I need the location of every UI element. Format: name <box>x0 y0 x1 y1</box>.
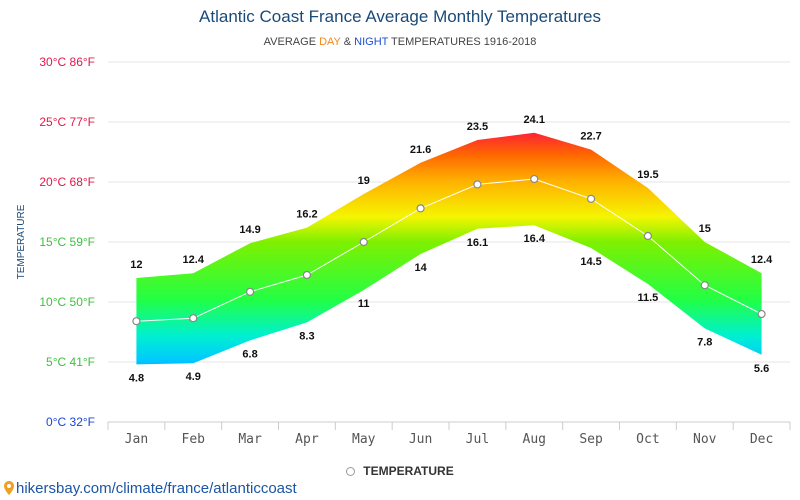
subtitle-middle: & <box>340 36 355 48</box>
location-pin-icon <box>4 481 14 495</box>
legend-label: TEMPERATURE <box>363 464 454 478</box>
average-point[interactable] <box>586 194 596 203</box>
average-point[interactable] <box>132 317 141 326</box>
chart-title: Atlantic Coast France Average Monthly Te… <box>199 7 601 26</box>
high-value-label: 21.6 <box>410 144 431 156</box>
low-value-label: 11.5 <box>638 292 659 304</box>
average-point[interactable] <box>245 287 255 296</box>
x-tick-label: May <box>352 432 376 447</box>
x-tick-label: Mar <box>238 432 262 447</box>
high-value-label: 15 <box>699 223 711 235</box>
x-tick-label: Jul <box>466 432 489 447</box>
x-tick-label: Aug <box>523 432 546 447</box>
high-value-label: 14.9 <box>239 224 260 236</box>
subtitle-suffix: TEMPERATURES 1916-2018 <box>388 36 537 48</box>
footer-url[interactable]: hikersbay.com/climate/france/atlanticcoa… <box>16 480 297 497</box>
high-value-label: 12.4 <box>751 254 773 266</box>
y-axis-ticks: 0°C 32°F 5°C 41°F 10°C 50°F 15°C 59°F 20°C 6… <box>39 55 95 429</box>
low-value-label: 14.5 <box>580 256 601 268</box>
low-value-label: 5.6 <box>754 363 769 375</box>
x-tick-label: Sep <box>579 432 603 447</box>
subtitle-prefix: AVERAGE <box>263 36 320 48</box>
low-value-label: 16.1 <box>467 237 488 249</box>
high-value-label: 19 <box>358 175 370 187</box>
y-tick-label: 30°C 86°F <box>39 55 95 69</box>
y-axis-label: TEMPERATURE <box>16 204 27 279</box>
average-point[interactable] <box>473 180 482 189</box>
x-tick-label: Feb <box>182 432 206 447</box>
y-tick-label: 20°C 68°F <box>39 175 95 189</box>
x-tick-label: Nov <box>693 432 717 447</box>
high-value-label: 12 <box>130 259 142 271</box>
average-point[interactable] <box>302 270 312 280</box>
temperature-range-band <box>136 132 762 365</box>
average-temperature-line <box>136 178 762 322</box>
high-value-labels: 12 12.4 14.9 16.2 19 21.6 23.5 24.1 22.7 19.5 15 12… <box>130 114 773 271</box>
legend-marker-icon <box>346 467 356 476</box>
x-tick-label: Oct <box>636 432 659 447</box>
high-value-label: 23.5 <box>467 121 488 133</box>
average-point[interactable] <box>757 309 766 319</box>
chart-legend[interactable]: TEMPERATURE <box>0 464 800 478</box>
average-point[interactable] <box>643 231 653 241</box>
x-tick-label: Jan <box>125 432 148 447</box>
low-value-label: 14 <box>414 262 427 274</box>
x-tick-label: Jun <box>409 432 432 447</box>
temperature-chart: 0°C 32°F 5°C 41°F 10°C 50°F 15°C 59°F 20°C 6… <box>16 55 791 447</box>
footer-link[interactable]: hikersbay.com/climate/france/atlanticcoa… <box>4 480 297 497</box>
x-axis: Jan Feb Mar Apr May Jun Jul Aug Sep Oct Nov Dec <box>107 421 791 447</box>
low-value-label: 16.4 <box>524 233 546 245</box>
average-point[interactable] <box>189 314 198 323</box>
x-tick-label: Apr <box>295 432 319 447</box>
average-point[interactable] <box>416 204 425 213</box>
high-value-label: 12.4 <box>183 254 205 266</box>
average-point[interactable] <box>700 281 709 290</box>
high-value-label: 24.1 <box>524 114 545 126</box>
low-value-label: 8.3 <box>299 330 314 342</box>
subtitle-day: DAY <box>319 36 341 48</box>
y-tick-label: 25°C 77°F <box>39 115 95 129</box>
high-value-label: 19.5 <box>637 169 658 181</box>
y-tick-label: 0°C 32°F <box>46 415 95 429</box>
y-tick-label: 5°C 41°F <box>46 355 95 369</box>
chart-subtitle: AVERAGE DAY & NIGHT TEMPERATURES 1916-20… <box>0 36 800 48</box>
low-value-label: 4.9 <box>186 371 201 383</box>
low-value-labels: 4.8 4.9 6.8 8.3 11 14 16.1 16.4 14.5 11.5 7.8 5.6 <box>129 233 769 384</box>
x-tick-label: Dec <box>750 432 773 447</box>
subtitle-night: NIGHT <box>354 36 389 48</box>
high-value-label: 22.7 <box>580 131 601 143</box>
low-value-label: 7.8 <box>697 336 712 348</box>
y-tick-label: 15°C 59°F <box>39 235 95 249</box>
average-point[interactable] <box>359 237 368 247</box>
average-points <box>132 174 766 326</box>
low-value-label: 4.8 <box>129 372 144 384</box>
high-value-label: 16.2 <box>296 209 317 221</box>
low-value-label: 6.8 <box>242 348 257 360</box>
y-tick-label: 10°C 50°F <box>39 295 95 309</box>
average-point[interactable] <box>530 174 539 184</box>
low-value-label: 11 <box>358 298 370 310</box>
